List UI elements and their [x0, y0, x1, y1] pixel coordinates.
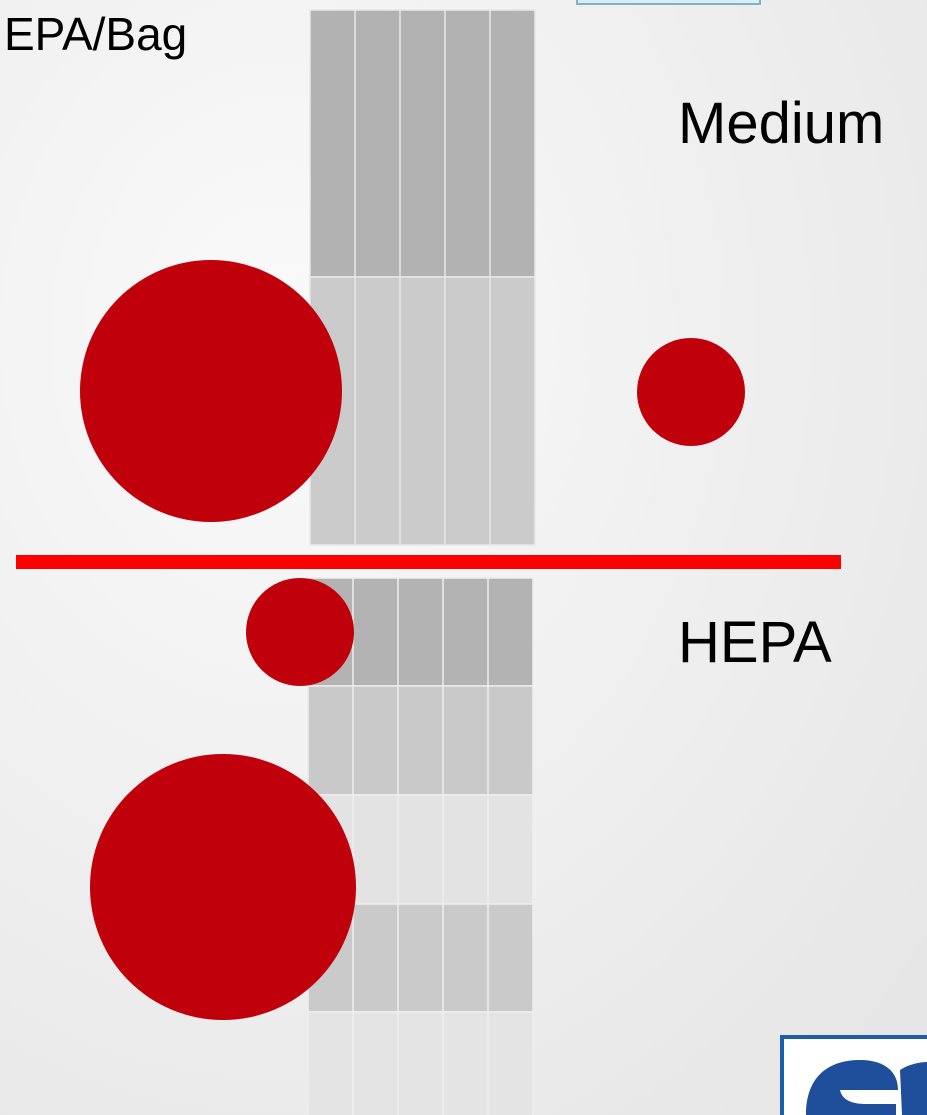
- particle-large: [90, 754, 356, 1020]
- particle-large: [80, 260, 342, 522]
- grid-block-dark: [309, 9, 536, 278]
- particle-small: [637, 338, 745, 446]
- logo-mark: [806, 1060, 898, 1115]
- grid-block: [307, 685, 534, 796]
- label: EPA/Bag: [4, 8, 187, 60]
- grid-block-light: [309, 276, 536, 546]
- divider-line: [16, 555, 841, 569]
- particle-small: [246, 578, 354, 686]
- bottom-grid: [307, 577, 534, 1115]
- logo: [780, 1035, 927, 1115]
- label: HEPA: [678, 610, 832, 675]
- logo-mark: [900, 1062, 927, 1115]
- top-grid: [309, 9, 536, 546]
- top-box: [576, 0, 761, 5]
- grid-block: [307, 1011, 534, 1115]
- label: Medium: [678, 91, 884, 156]
